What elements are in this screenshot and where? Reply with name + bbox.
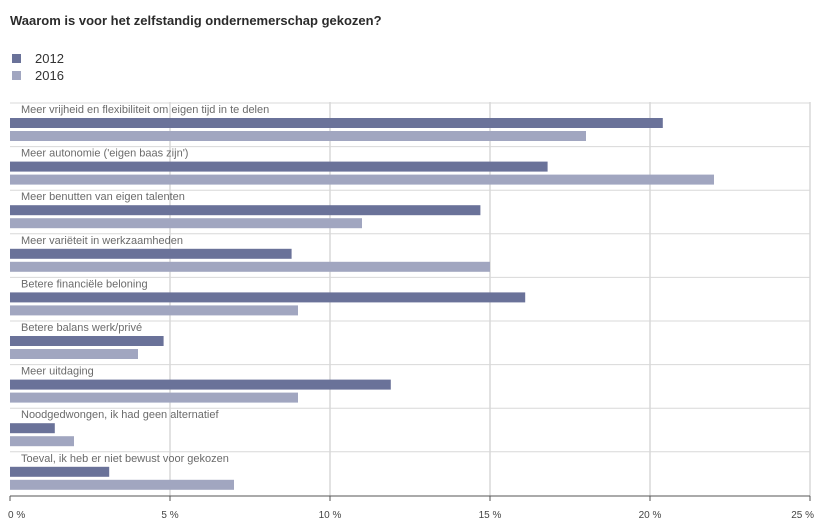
category-label: Betere balans werk/privé (21, 322, 142, 334)
legend-label-2012: 2012 (35, 51, 64, 66)
chart-title: Waarom is voor het zelfstandig onderneme… (10, 13, 382, 28)
legend-swatch-2016 (12, 71, 21, 80)
bar-2016-9 (10, 479, 234, 490)
bar-2012-5 (10, 292, 526, 303)
x-tick-label: 20 % (639, 510, 662, 521)
bar-2016-8 (10, 436, 74, 447)
category-label: Meer autonomie ('eigen baas zijn') (21, 148, 188, 160)
bar-2012-7 (10, 379, 391, 390)
legend: 2012 2016 (12, 50, 64, 84)
category-label: Meer benutten van eigen talenten (21, 191, 185, 203)
bar-2016-2 (10, 174, 714, 185)
category-label: Noodgedwongen, ik had geen alternatief (21, 409, 219, 421)
bar-2012-1 (10, 118, 663, 128)
legend-label-2016: 2016 (35, 68, 64, 83)
bar-2016-4 (10, 261, 490, 272)
bar-2012-4 (10, 248, 292, 259)
x-tick-label: 5 % (161, 510, 178, 521)
x-tick-label: 15 % (479, 510, 502, 521)
category-label: Betere financiële beloning (21, 278, 148, 290)
category-label: Meer variëteit in werkzaamheden (21, 235, 183, 247)
bar-2016-1 (10, 131, 586, 141)
legend-swatch-2012 (12, 54, 21, 63)
legend-item-2016: 2016 (12, 67, 64, 84)
bar-2016-3 (10, 218, 362, 229)
category-label: Toeval, ik heb er niet bewust voor gekoz… (21, 453, 229, 465)
x-tick-label: 25 % (791, 510, 814, 521)
category-label: Meer uitdaging (21, 366, 94, 378)
category-label: Meer vrijheid en flexibiliteit om eigen … (21, 104, 269, 116)
bar-2012-3 (10, 205, 481, 216)
bar-2016-6 (10, 349, 138, 359)
bar-2012-2 (10, 161, 548, 172)
bar-2012-9 (10, 466, 110, 477)
bar-2012-8 (10, 423, 55, 434)
bar-2012-6 (10, 336, 164, 346)
legend-item-2012: 2012 (12, 50, 64, 67)
bar-2016-5 (10, 305, 298, 316)
x-tick-label: 10 % (319, 510, 342, 521)
x-tick-label: 0 % (8, 510, 25, 521)
bar-2016-7 (10, 392, 298, 403)
